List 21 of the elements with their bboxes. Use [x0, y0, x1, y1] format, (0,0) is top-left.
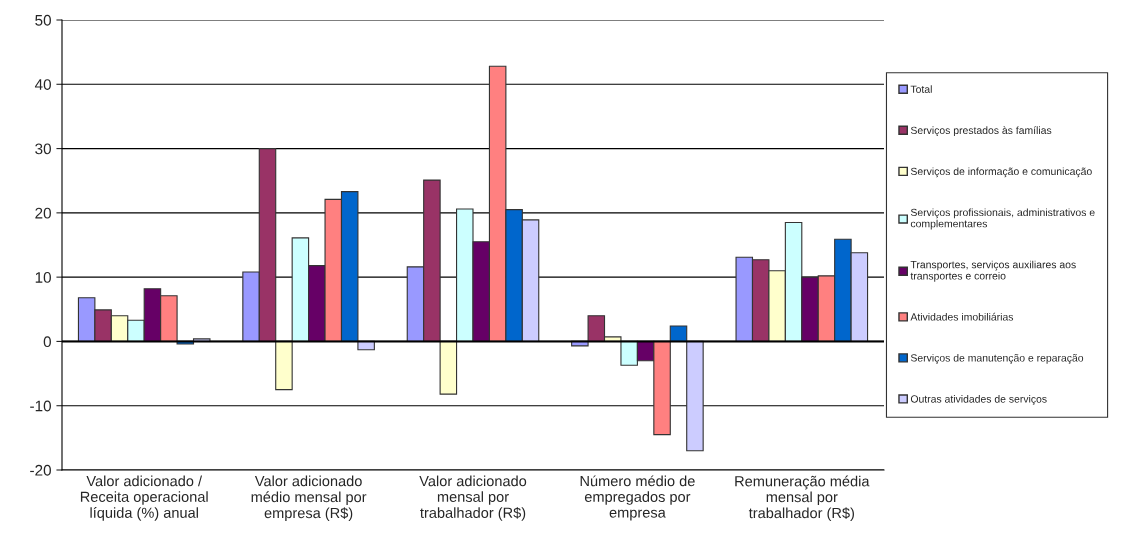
legend-label: Serviços de informação e comunicação [910, 167, 1092, 178]
legend-label: Transportes, serviços auxiliares aos transportes e correio [910, 260, 1076, 282]
y-tick-label: -20 [30, 464, 51, 476]
legend-label: Atividades imobiliárias [910, 312, 1014, 321]
y-tick-label: 30 [35, 143, 51, 155]
x-tick-label: Valor adicionado médio mensal por empresa (R$) [251, 475, 367, 522]
legend-label: Total [910, 85, 932, 93]
y-tick-label: 20 [35, 207, 51, 219]
y-tick-label: 10 [35, 272, 51, 283]
y-tick-label: 40 [34, 79, 51, 90]
x-tick-label: Remuneração média mensal por trabalhador (R$) [735, 475, 870, 522]
y-tick-label: -10 [30, 400, 51, 412]
x-tick-label: Valor adicionado mensal por trabalhador (R$) [419, 475, 527, 521]
x-tick-label: Valor adicionado / Receita operacional líquida (%) anual [80, 475, 208, 521]
legend-label: Outras atividades de serviços [910, 395, 1047, 405]
y-tick-label: 50 [35, 14, 51, 26]
legend-label: Serviços profissionais, administrativos e complementares [910, 208, 1095, 230]
x-tick-label: Número médio de empregados por empresa [580, 475, 695, 521]
y-tick-label: 0 [43, 336, 51, 348]
legend-label: Serviços de manutenção e reparação [910, 353, 1084, 364]
legend-label: Serviços prestados às famílias [910, 126, 1052, 137]
